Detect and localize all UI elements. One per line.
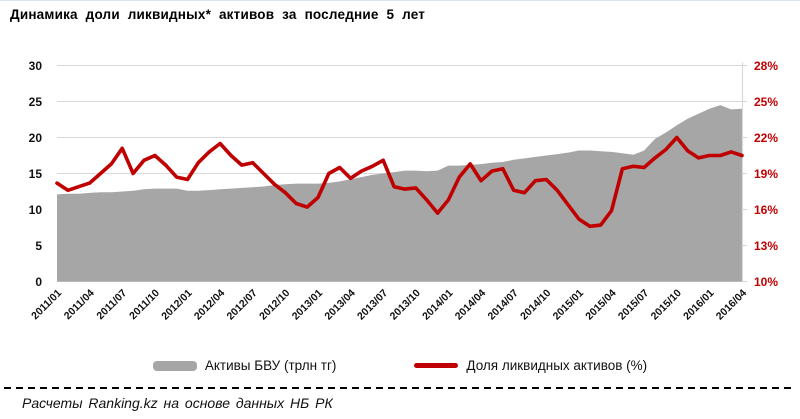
chart-legend: Активы БВУ (трлн тг) Доля ликвидных акти… xyxy=(0,358,800,373)
x-axis-label: 2014/10 xyxy=(518,287,553,322)
right-axis-label: 22% xyxy=(754,131,778,145)
x-axis-label: 2011/07 xyxy=(94,287,129,322)
chart-canvas: 0 5 10 15 20 25 30 10% 13% 16% 19% 22% 25% 28% 2011/01… xyxy=(29,59,779,322)
left-axis-label: 25 xyxy=(29,95,43,109)
x-axis-label: 2012/07 xyxy=(224,287,259,322)
liquid-share-line-series xyxy=(55,135,744,229)
x-axis-label: 2012/01 xyxy=(159,287,194,322)
left-axis-label: 20 xyxy=(29,131,43,145)
x-axis-label: 2011/01 xyxy=(29,287,64,322)
legend-item-share: Доля ликвидных активов (%) xyxy=(414,358,647,373)
x-axis-label: 2013/01 xyxy=(290,287,325,322)
x-axis-label: 2015/10 xyxy=(649,287,684,322)
source-note: Расчеты Ranking.kz на основе данных НБ Р… xyxy=(22,395,333,411)
x-axis-label: 2016/01 xyxy=(681,287,716,322)
x-axis-label: 2012/10 xyxy=(257,287,292,322)
x-axis-label: 2011/10 xyxy=(127,287,162,322)
x-axis-label: 2013/04 xyxy=(322,287,357,322)
x-axis-label: 2015/04 xyxy=(583,287,618,322)
left-axis-label: 30 xyxy=(29,59,43,73)
right-axis-label: 13% xyxy=(754,239,778,253)
x-axis-label: 2015/07 xyxy=(616,287,651,322)
right-axis-label: 16% xyxy=(754,203,778,217)
left-axis-label: 0 xyxy=(35,275,42,289)
x-axis-label: 2014/01 xyxy=(420,287,455,322)
chart-title: Динамика доли ликвидных* активов за посл… xyxy=(10,7,426,22)
left-axis-label: 5 xyxy=(35,239,42,253)
legend-area-swatch xyxy=(152,360,197,371)
x-axis-label: 2015/01 xyxy=(551,287,586,322)
right-axis-label: 19% xyxy=(754,167,778,181)
legend-assets-label: Активы БВУ (трлн тг) xyxy=(204,358,337,373)
x-axis-label: 2011/04 xyxy=(62,287,97,322)
assets-area-series xyxy=(57,105,742,282)
x-axis-label: 2013/07 xyxy=(355,287,390,322)
right-axis-label: 25% xyxy=(754,95,778,109)
legend-item-assets: Активы БВУ (трлн тг) xyxy=(152,358,337,373)
liquid-assets-chart: 0 5 10 15 20 25 30 10% 13% 16% 19% 22% 25% 28% 2011/01… xyxy=(0,53,800,355)
left-axis-label: 10 xyxy=(29,203,43,217)
x-axis-label: 2012/04 xyxy=(192,287,227,322)
dashed-divider xyxy=(4,387,796,389)
legend-share-label: Доля ликвидных активов (%) xyxy=(466,358,648,373)
x-axis-label: 2016/04 xyxy=(714,287,749,322)
left-axis-label: 15 xyxy=(29,167,43,181)
x-axis-label: 2014/07 xyxy=(485,287,520,322)
right-axis-label: 28% xyxy=(754,59,778,73)
right-axis-label: 10% xyxy=(754,275,778,289)
x-axis-label: 2013/10 xyxy=(388,287,423,322)
x-axis-label: 2014/04 xyxy=(453,287,488,322)
legend-line-swatch xyxy=(414,363,459,368)
